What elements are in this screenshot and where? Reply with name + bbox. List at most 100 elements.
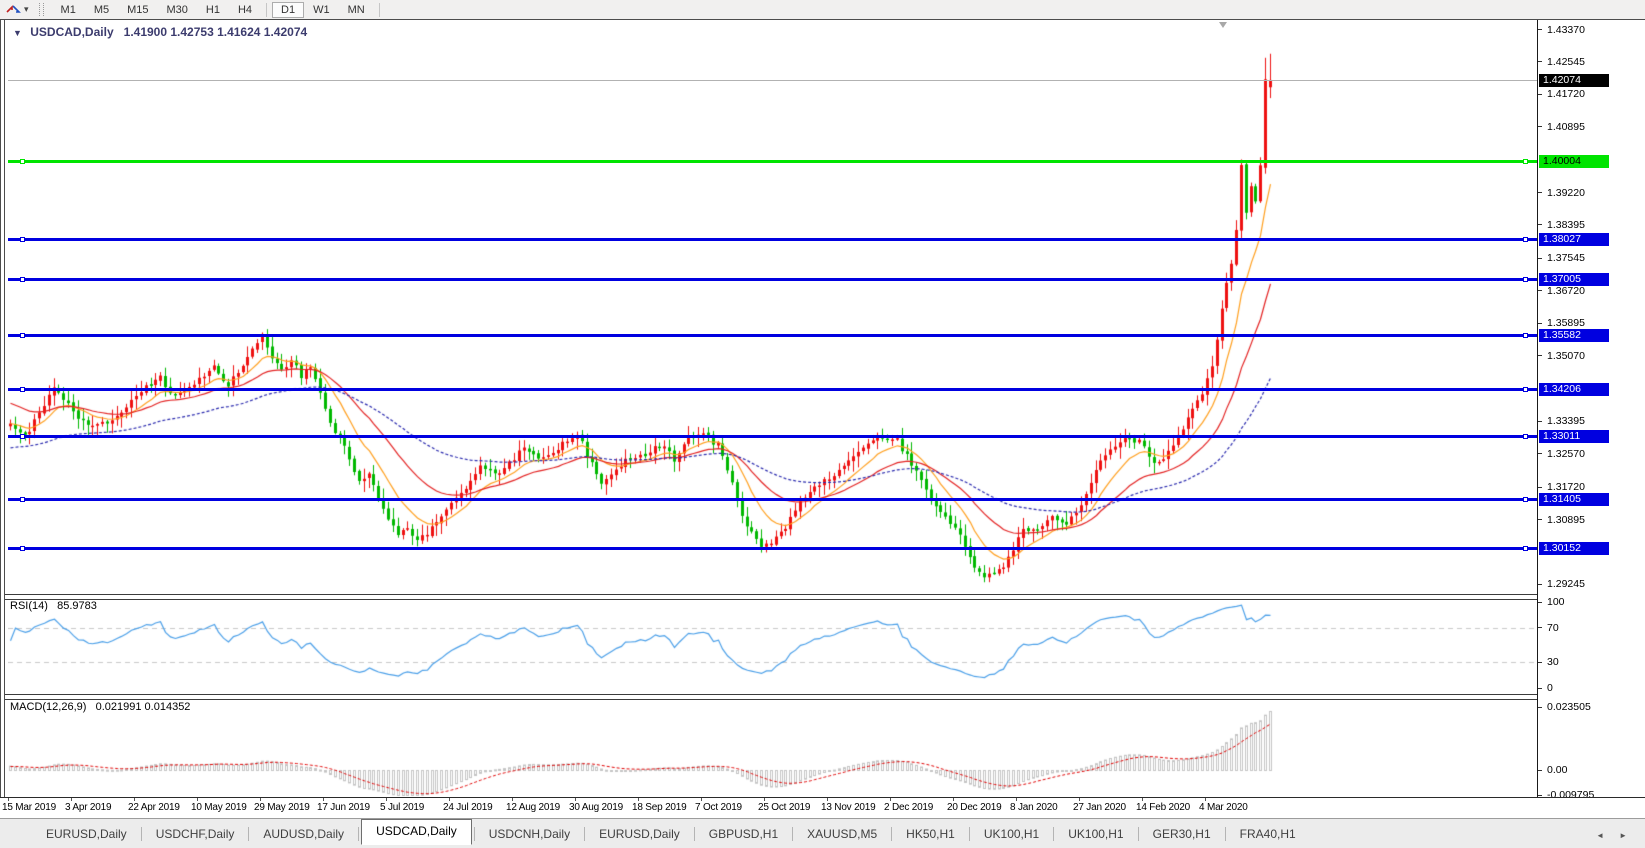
price-axis-tick [1538,192,1542,194]
chart-title: ▼ USDCAD,Daily 1.41900 1.42753 1.41624 1… [13,25,307,39]
rsi-axis-tick [1538,601,1542,603]
level-line-handle[interactable] [1523,332,1528,338]
price-tick-label: 1.37545 [1547,252,1585,265]
rsi-axis-tick [1538,661,1542,663]
date-axis-tick [1016,798,1017,801]
chart-tab-XAUUSDM5[interactable]: XAUUSD,M5 [807,826,878,841]
price-axis-tick [1538,224,1542,226]
tab-divider [891,826,893,841]
horizontal-level-line[interactable] [8,498,1537,502]
level-line-handle[interactable] [1523,277,1528,283]
chart-tab-USDCHFDaily[interactable]: USDCHF,Daily [155,826,235,841]
macd-axis-tick [1538,794,1542,796]
price-tick-label: 1.38395 [1547,218,1585,231]
level-line-handle[interactable] [1523,387,1528,393]
chart-top-border [0,19,1645,20]
date-label: 27 Jan 2020 [1073,802,1126,813]
toolbar-divider [378,2,380,17]
macd-axis-tick [1538,706,1542,708]
date-label: 12 Aug 2019 [506,802,560,813]
date-axis-tick [953,798,954,801]
level-line-handle[interactable] [20,159,25,165]
chart-tab-USDCADDaily[interactable]: USDCAD,Daily [361,818,472,845]
horizontal-level-line[interactable] [8,434,1537,438]
timeframe-button-MN[interactable]: MN [347,3,365,16]
level-price-badge: 1.34206 [1539,383,1609,397]
level-line-handle[interactable] [20,433,25,439]
chart-tab-UK100H1[interactable]: UK100,H1 [983,826,1040,841]
toolbar-grip[interactable] [38,3,44,16]
timeframe-button-M1[interactable]: M1 [60,3,76,16]
price-tick-label: 1.42545 [1547,55,1585,68]
price-axis-tick [1538,290,1542,292]
chart-tab-GBPUSDH1[interactable]: GBPUSD,H1 [708,826,779,841]
level-line-handle[interactable] [20,497,25,503]
chart-tab-FRA40H1[interactable]: FRA40,H1 [1239,826,1296,841]
timeframe-button-M15[interactable]: M15 [127,3,149,16]
price-tick-label: 1.43370 [1547,23,1585,36]
horizontal-level-line[interactable] [8,388,1537,392]
timeframe-button-M5[interactable]: M5 [93,3,110,16]
level-line-handle[interactable] [20,332,25,338]
price-tick-label: 1.31720 [1547,481,1585,494]
level-line-handle[interactable] [20,277,25,283]
level-line-handle[interactable] [1523,546,1528,552]
level-line-handle[interactable] [1523,497,1528,503]
macd-indicator-canvas[interactable] [8,698,1537,797]
horizontal-level-line[interactable] [8,333,1537,337]
timeframe-button-M30[interactable]: M30 [166,3,188,16]
level-line-handle[interactable] [20,387,25,393]
chart-menu-triangle-icon[interactable]: ▼ [13,28,22,38]
level-line-handle[interactable] [1523,159,1528,165]
tab-divider [1053,826,1055,841]
horizontal-level-line[interactable] [8,278,1537,282]
level-line-handle[interactable] [1523,236,1528,242]
date-label: 29 May 2019 [254,802,310,813]
price-axis-tick [1538,322,1542,324]
chart-tab-GER30H1[interactable]: GER30,H1 [1152,826,1211,841]
date-axis-tick [323,798,324,801]
timeframe-button-H1[interactable]: H1 [205,3,220,16]
chart-tab-AUDUSDDaily[interactable]: AUDUSD,Daily [263,826,345,841]
macd-label: MACD(12,26,9) 0.021991 0.014352 [10,701,190,713]
rsi-indicator-canvas[interactable] [8,598,1537,694]
current-price-badge: 1.42074 [1539,73,1609,87]
horizontal-level-line[interactable] [8,547,1537,551]
chart-tab-USDCNHDaily[interactable]: USDCNH,Daily [488,826,571,841]
date-label: 22 Apr 2019 [128,802,180,813]
price-tick-label: 1.33395 [1547,415,1585,428]
chart-tab-UK100H1[interactable]: UK100,H1 [1068,826,1124,841]
timeframe-button-H4[interactable]: H4 [237,3,253,16]
level-line-handle[interactable] [20,546,25,552]
panel-splitter-rsi[interactable] [0,594,1645,600]
horizontal-level-line[interactable] [8,237,1537,241]
chart-shift-marker-icon[interactable] [1219,22,1227,28]
chart-left-border [0,20,5,797]
date-label: 4 Mar 2020 [1199,802,1248,813]
price-chart-canvas[interactable] [8,20,1537,594]
date-axis-tick [575,798,576,801]
tab-scroll-right-icon[interactable]: ► [1619,831,1627,840]
price-axis: 1.42074 1.43370 1.42545 1.41720 1.40895 1.39… [1537,20,1645,801]
tab-scroll-left-icon[interactable]: ◄ [1596,831,1605,840]
chart-mode-dropdown-caret-icon[interactable]: ▾ [24,4,29,14]
date-axis-tick [449,798,450,801]
panel-splitter-macd[interactable] [0,694,1645,700]
chart-arrows-icon[interactable] [3,2,23,17]
chart-tab-EURUSDDaily[interactable]: EURUSD,Daily [599,826,680,841]
tab-divider [968,826,970,841]
chart-tab-EURUSDDaily[interactable]: EURUSD,Daily [46,826,127,841]
level-line-handle[interactable] [20,236,25,242]
horizontal-level-line[interactable] [8,160,1537,164]
date-axis-tick [890,798,891,801]
level-line-handle[interactable] [1523,433,1528,439]
timeframe-button-W1[interactable]: W1 [313,3,330,16]
date-label: 18 Sep 2019 [632,802,687,813]
date-label: 2 Dec 2019 [884,802,934,813]
chart-tab-HK50H1[interactable]: HK50,H1 [906,826,955,841]
timeframe-button-D1[interactable]: D1 [272,1,305,18]
price-tick-label: 1.29245 [1547,578,1585,591]
rsi-label: RSI(14) 85.9783 [10,600,97,612]
date-axis: 15 Mar 2019 3 Apr 2019 22 Apr 2019 10 May 2… [0,798,1645,818]
price-tick-label: 1.39220 [1547,186,1585,199]
